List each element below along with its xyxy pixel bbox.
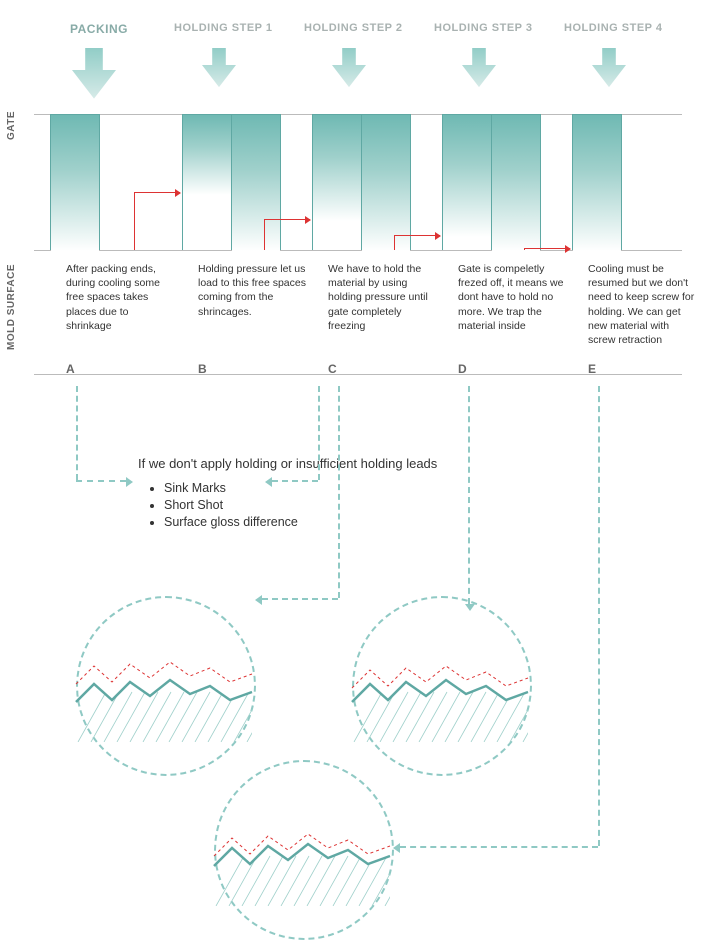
connector (76, 386, 78, 480)
mold-axis-label: MOLD SURFACE (6, 264, 17, 350)
connector (262, 598, 338, 600)
gate-slot (312, 114, 362, 250)
gate-fill (313, 115, 361, 221)
step-description: Gate is compeletly frezed off, it means … (458, 262, 568, 333)
step-letter: B (198, 362, 207, 376)
gate-fill (573, 115, 621, 251)
flow-arrow (264, 219, 265, 250)
flow-arrow (394, 235, 440, 236)
gate-fill (443, 115, 491, 237)
connector (338, 386, 340, 598)
step-arrow-icon (592, 48, 626, 91)
callout-title: If we don't apply holding or insufficien… (138, 455, 468, 473)
flow-arrow (264, 219, 310, 220)
header-label: HOLDING STEP 2 (304, 22, 402, 34)
gate-axis-label: GATE (6, 111, 17, 140)
step-description: Holding pressure let us load to this fre… (198, 262, 308, 319)
flow-arrow (134, 192, 135, 250)
connector (468, 386, 470, 604)
gate-slot (182, 114, 232, 250)
flow-arrow (134, 192, 180, 193)
chart-gridline (34, 374, 682, 375)
step-description: We have to hold the material by using ho… (328, 262, 438, 333)
callout-item: Surface gloss difference (164, 515, 468, 529)
callout-item: Sink Marks (164, 481, 468, 495)
gate-fill (362, 115, 410, 251)
gate-fill (232, 115, 280, 251)
step-description: After packing ends, during cooling some … (66, 262, 176, 333)
header-label: HOLDING STEP 3 (434, 22, 532, 34)
callout-item: Short Shot (164, 498, 468, 512)
spark-chart-a (72, 642, 260, 752)
header-label: PACKING (70, 22, 128, 36)
gate-slot (361, 114, 411, 250)
connector (318, 386, 320, 480)
step-arrow-icon (462, 48, 496, 91)
step-description: Cooling must be resumed but we don't nee… (588, 262, 698, 347)
step-arrow-icon (72, 48, 116, 103)
flow-arrow (394, 235, 395, 250)
gate-slot (50, 114, 100, 250)
header-label: HOLDING STEP 4 (564, 22, 662, 34)
connector (76, 480, 126, 482)
connector (598, 386, 600, 846)
step-letter: C (328, 362, 337, 376)
gate-slot (442, 114, 492, 250)
connector (400, 846, 598, 848)
step-letter: A (66, 362, 75, 376)
spark-chart-b (348, 642, 536, 752)
gate-fill (492, 115, 540, 251)
step-arrow-icon (332, 48, 366, 91)
gate-slot (491, 114, 541, 250)
header-label: HOLDING STEP 1 (174, 22, 272, 34)
step-letter: D (458, 362, 467, 376)
spark-chart-c (210, 806, 398, 916)
gate-slot (231, 114, 281, 250)
step-arrow-icon (202, 48, 236, 91)
connector (272, 480, 318, 482)
callout-box: If we don't apply holding or insufficien… (138, 455, 468, 532)
gate-fill (183, 115, 231, 195)
gate-fill (51, 115, 99, 251)
gate-slot (572, 114, 622, 250)
step-letter: E (588, 362, 596, 376)
flow-arrow (524, 248, 570, 249)
